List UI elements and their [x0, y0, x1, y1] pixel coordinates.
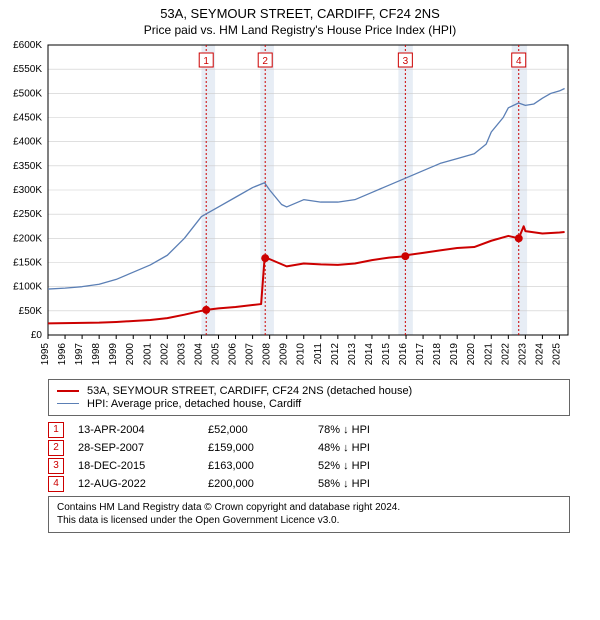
- svg-text:2023: 2023: [517, 342, 528, 365]
- svg-text:2020: 2020: [466, 342, 477, 365]
- svg-text:2017: 2017: [415, 342, 426, 365]
- svg-text:4: 4: [516, 56, 522, 67]
- svg-text:£200K: £200K: [13, 233, 42, 244]
- event-hpi: 48% ↓ HPI: [318, 442, 570, 454]
- svg-text:£400K: £400K: [13, 137, 42, 148]
- svg-text:2015: 2015: [381, 342, 392, 365]
- svg-text:£150K: £150K: [13, 257, 42, 268]
- svg-text:£350K: £350K: [13, 161, 42, 172]
- license-line-2: This data is licensed under the Open Gov…: [57, 514, 561, 528]
- event-row: 1 13-APR-2004£52,00078% ↓ HPI: [48, 422, 570, 438]
- event-number-box: 4: [48, 476, 64, 492]
- svg-text:£50K: £50K: [19, 306, 43, 317]
- svg-text:3: 3: [403, 56, 409, 67]
- page-title: 53A, SEYMOUR STREET, CARDIFF, CF24 2NS: [0, 0, 600, 23]
- event-row: 4 12-AUG-2022£200,00058% ↓ HPI: [48, 476, 570, 492]
- svg-text:2008: 2008: [262, 342, 273, 365]
- svg-text:1997: 1997: [74, 342, 85, 365]
- price-chart: £0 £50K £100K £150K £200K £250K £300K £350K £400…: [0, 37, 576, 375]
- license-line-1: Contains HM Land Registry data © Crown c…: [57, 501, 561, 515]
- svg-text:£0: £0: [31, 330, 43, 341]
- svg-text:2024: 2024: [534, 342, 545, 365]
- svg-text:2014: 2014: [364, 342, 375, 365]
- event-price: £200,000: [208, 478, 318, 490]
- page: 53A, SEYMOUR STREET, CARDIFF, CF24 2NS P…: [0, 0, 600, 620]
- svg-text:2005: 2005: [210, 342, 221, 365]
- legend-label: HPI: Average price, detached house, Card…: [87, 398, 301, 410]
- svg-text:2016: 2016: [398, 342, 409, 365]
- event-price: £159,000: [208, 442, 318, 454]
- events-table: 1 13-APR-2004£52,00078% ↓ HPI 2 28-SEP-2007…: [48, 422, 570, 492]
- svg-text:£100K: £100K: [13, 282, 42, 293]
- svg-text:2022: 2022: [500, 342, 511, 365]
- svg-text:2001: 2001: [142, 342, 153, 365]
- event-date: 12-AUG-2022: [78, 478, 208, 490]
- svg-text:2002: 2002: [159, 342, 170, 365]
- svg-text:2009: 2009: [279, 342, 290, 365]
- event-date: 13-APR-2004: [78, 424, 208, 436]
- event-row: 3 18-DEC-2015£163,00052% ↓ HPI: [48, 458, 570, 474]
- svg-text:2006: 2006: [228, 342, 239, 365]
- event-hpi: 58% ↓ HPI: [318, 478, 570, 490]
- svg-text:2013: 2013: [347, 342, 358, 365]
- svg-text:2021: 2021: [483, 342, 494, 365]
- legend-row: HPI: Average price, detached house, Card…: [57, 398, 561, 410]
- svg-text:2011: 2011: [313, 342, 324, 364]
- svg-text:1996: 1996: [57, 342, 68, 365]
- svg-text:2003: 2003: [176, 342, 187, 365]
- svg-text:£300K: £300K: [13, 185, 42, 196]
- event-number-box: 3: [48, 458, 64, 474]
- svg-text:£600K: £600K: [13, 40, 42, 51]
- svg-text:2: 2: [262, 56, 268, 67]
- svg-text:2019: 2019: [449, 342, 460, 365]
- svg-text:2018: 2018: [432, 342, 443, 365]
- svg-text:£550K: £550K: [13, 64, 42, 75]
- event-price: £163,000: [208, 460, 318, 472]
- event-hpi: 78% ↓ HPI: [318, 424, 570, 436]
- event-date: 28-SEP-2007: [78, 442, 208, 454]
- event-hpi: 52% ↓ HPI: [318, 460, 570, 472]
- svg-text:2000: 2000: [125, 342, 136, 365]
- event-row: 2 28-SEP-2007£159,00048% ↓ HPI: [48, 440, 570, 456]
- svg-text:1999: 1999: [108, 342, 119, 365]
- event-number-box: 2: [48, 440, 64, 456]
- page-subtitle: Price paid vs. HM Land Registry's House …: [0, 23, 600, 37]
- svg-text:£500K: £500K: [13, 88, 42, 99]
- legend-swatch: [57, 390, 79, 392]
- event-price: £52,000: [208, 424, 318, 436]
- svg-text:2025: 2025: [551, 342, 562, 365]
- legend: 53A, SEYMOUR STREET, CARDIFF, CF24 2NS (…: [48, 379, 570, 416]
- svg-text:1995: 1995: [40, 342, 51, 365]
- svg-text:£250K: £250K: [13, 209, 42, 220]
- svg-text:2004: 2004: [193, 342, 204, 365]
- legend-label: 53A, SEYMOUR STREET, CARDIFF, CF24 2NS (…: [87, 385, 412, 397]
- svg-text:2007: 2007: [245, 342, 256, 365]
- svg-text:£450K: £450K: [13, 112, 42, 123]
- legend-row: 53A, SEYMOUR STREET, CARDIFF, CF24 2NS (…: [57, 385, 561, 397]
- svg-text:2012: 2012: [330, 342, 341, 365]
- svg-text:1: 1: [203, 56, 209, 67]
- legend-swatch: [57, 403, 79, 404]
- svg-text:2010: 2010: [296, 342, 307, 365]
- event-date: 18-DEC-2015: [78, 460, 208, 472]
- event-number-box: 1: [48, 422, 64, 438]
- svg-text:1998: 1998: [91, 342, 102, 365]
- license-box: Contains HM Land Registry data © Crown c…: [48, 496, 570, 533]
